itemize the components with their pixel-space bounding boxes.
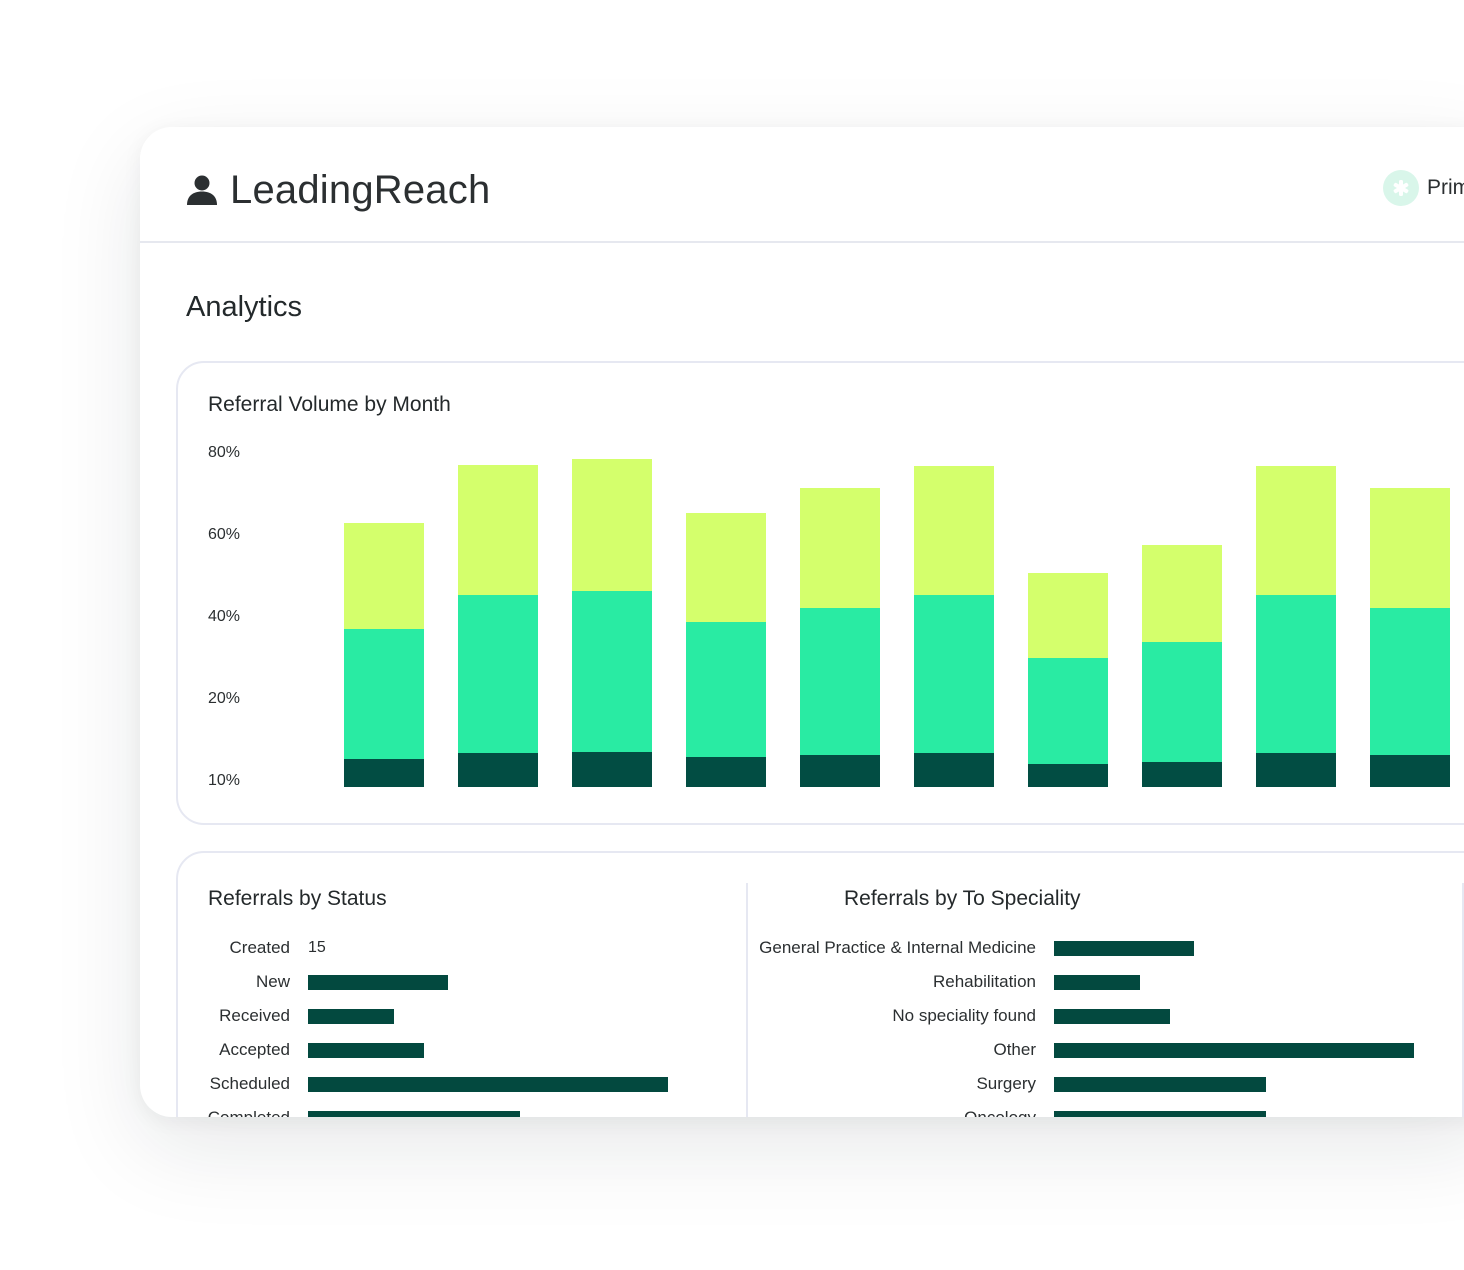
bar-segment-bottom[interactable] <box>914 752 994 787</box>
status-label-accepted: Accepted <box>219 1040 290 1059</box>
bar-segment-bottom[interactable] <box>1028 764 1108 787</box>
referral-volume-panel: Referral Volume by Month 80% 60% 40% 20% 10% <box>176 361 1464 825</box>
y-tick-label: 20% <box>208 690 241 707</box>
bar-segment-top[interactable] <box>344 522 424 629</box>
bar-segment-bottom[interactable] <box>1370 755 1450 787</box>
y-tick-label: 10% <box>208 772 241 789</box>
bar-segment-top[interactable] <box>572 459 652 592</box>
bar-segment-middle[interactable] <box>914 594 994 753</box>
status-label-received: Received <box>219 1006 290 1025</box>
speciality-bar-no-speciality-found[interactable] <box>1054 1009 1170 1024</box>
status-bar-completed[interactable] <box>308 1111 520 1117</box>
org-name: Prim <box>1427 176 1464 199</box>
bar-segment-top[interactable] <box>1370 488 1450 609</box>
speciality-bar-oncology[interactable] <box>1054 1111 1266 1117</box>
status-value-created: 15 <box>308 939 326 956</box>
speciality-bar-other[interactable] <box>1054 1043 1414 1058</box>
speciality-bar-rehabilitation[interactable] <box>1054 975 1140 990</box>
user-icon <box>187 175 217 205</box>
referrals-by-status-title: Referrals by Status <box>208 887 387 910</box>
bar-segment-bottom[interactable] <box>572 751 652 787</box>
bar-segment-bottom[interactable] <box>686 757 766 787</box>
bar-segment-bottom[interactable] <box>344 759 424 787</box>
status-label-completed: Completed <box>208 1107 290 1117</box>
medical-cross-icon <box>1383 170 1419 206</box>
referral-volume-title: Referral Volume by Month <box>208 393 451 416</box>
referrals-breakdown-panel: Referrals by Status Referrals by To Spec… <box>176 851 1464 1117</box>
bar-segment-middle[interactable] <box>572 591 652 752</box>
bar-segment-bottom[interactable] <box>458 752 538 787</box>
speciality-label-rehabilitation: Rehabilitation <box>932 972 1036 991</box>
status-bar-accepted[interactable] <box>308 1043 424 1058</box>
status-bar-new[interactable] <box>308 975 448 990</box>
referrals-by-speciality-title: Referrals by To Speciality <box>844 887 1081 910</box>
app-header: LeadingReach Prim <box>140 127 1464 243</box>
speciality-bar-surgery[interactable] <box>1054 1077 1266 1092</box>
status-bar-received[interactable] <box>308 1009 394 1024</box>
bar-segment-middle[interactable] <box>1370 608 1450 755</box>
speciality-bar-general-practice-and-internal-medicine[interactable] <box>1054 941 1194 956</box>
bar-segment-middle[interactable] <box>686 622 766 758</box>
status-label-new: New <box>255 972 290 991</box>
speciality-label-general-practice-and-internal-medicine: General Practice & Internal Medicine <box>759 938 1036 957</box>
bar-segment-top[interactable] <box>458 464 538 595</box>
bar-segment-middle[interactable] <box>344 628 424 760</box>
bar-segment-bottom[interactable] <box>800 755 880 787</box>
y-tick-label: 60% <box>208 526 241 543</box>
app-logo-text: LeadingReach <box>230 168 491 212</box>
bar-segment-top[interactable] <box>1028 572 1108 659</box>
bar-segment-bottom[interactable] <box>1256 752 1336 787</box>
status-label-created: Created <box>229 938 290 957</box>
y-tick-label: 40% <box>208 608 241 625</box>
bar-segment-middle[interactable] <box>1028 658 1108 765</box>
status-label-scheduled: Scheduled <box>209 1074 290 1093</box>
bar-segment-middle[interactable] <box>1256 594 1336 753</box>
y-tick-label: 80% <box>208 444 241 461</box>
panel-divider <box>746 883 748 1117</box>
bar-segment-top[interactable] <box>1256 465 1336 595</box>
status-bar-scheduled[interactable] <box>308 1077 668 1092</box>
bar-segment-top[interactable] <box>800 488 880 609</box>
speciality-label-surgery: Surgery <box>976 1074 1036 1093</box>
bar-segment-top[interactable] <box>686 512 766 623</box>
bar-segment-middle[interactable] <box>800 608 880 755</box>
org-switcher[interactable]: Prim <box>1383 169 1464 207</box>
speciality-label-other: Other <box>993 1040 1036 1059</box>
speciality-label-no-speciality-found: No speciality found <box>892 1006 1036 1025</box>
bar-segment-top[interactable] <box>1142 545 1222 642</box>
page-title: Analytics <box>186 291 303 323</box>
panel-divider-right <box>1462 883 1464 1117</box>
bar-segment-middle[interactable] <box>1142 641 1222 762</box>
bar-segment-bottom[interactable] <box>1142 761 1222 787</box>
bar-segment-top[interactable] <box>914 465 994 595</box>
bar-segment-middle[interactable] <box>458 594 538 753</box>
analytics-card: LeadingReach Prim Analytics Referral Vol… <box>140 127 1464 1117</box>
speciality-label-oncology: Oncology <box>964 1107 1036 1117</box>
